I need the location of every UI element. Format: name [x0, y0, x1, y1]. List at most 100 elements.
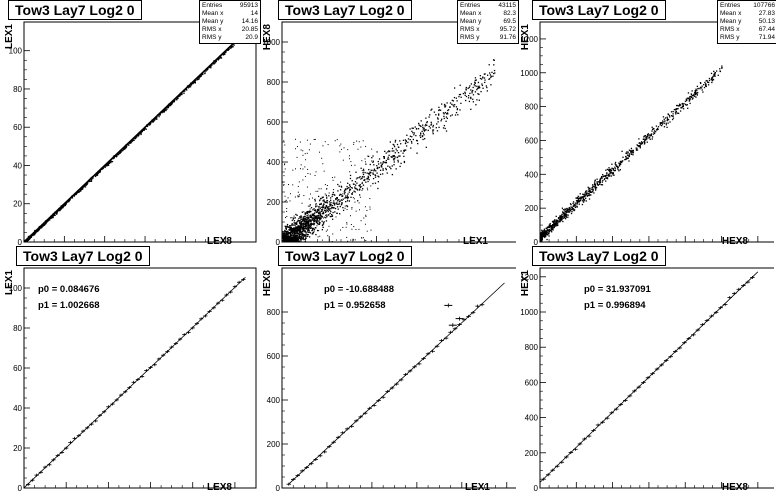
scatter-point — [309, 205, 311, 207]
scatter-point — [340, 181, 342, 183]
scatter-point — [313, 138, 315, 140]
y-tick-label: 40 — [13, 404, 22, 413]
scatter-point — [44, 223, 46, 226]
scatter-point — [700, 87, 703, 89]
scatter-point — [712, 76, 714, 78]
scatter-point — [318, 206, 320, 208]
x-tick-label: 0 — [22, 245, 27, 246]
scatter-point — [349, 188, 352, 191]
scatter-point — [690, 96, 692, 98]
scatter-point — [198, 77, 200, 80]
scatter-point — [123, 148, 125, 150]
scatter-point — [403, 149, 405, 152]
scatter-point — [607, 169, 610, 171]
scatter-point — [469, 85, 471, 87]
scatter-point — [685, 98, 687, 100]
scatter-point — [312, 227, 314, 229]
scatter-point — [548, 228, 550, 231]
scatter-point — [365, 240, 367, 242]
scatter-point — [308, 217, 310, 219]
scatter-point — [285, 227, 287, 229]
stats-row: RMS y 71.94 — [720, 34, 775, 42]
scatter-point — [308, 231, 311, 233]
scatter-point — [308, 222, 310, 224]
scatter-point — [282, 181, 284, 183]
scatter-point — [287, 226, 289, 228]
scatter-point — [705, 80, 707, 82]
scatter-point — [444, 106, 446, 108]
scatter-point — [393, 155, 395, 157]
scatter-point — [388, 158, 390, 160]
scatter-point — [150, 122, 152, 124]
scatter-point — [316, 210, 319, 212]
scatter-point — [29, 236, 31, 239]
scatter-point — [284, 233, 286, 235]
scatter-point — [310, 224, 312, 226]
scatter-point — [390, 156, 392, 158]
scatter-point — [483, 77, 486, 79]
scatter-point — [62, 206, 64, 208]
scatter-point — [598, 181, 600, 183]
scatter-point — [719, 70, 721, 72]
scatter-point — [341, 148, 343, 150]
scatter-point — [447, 109, 450, 111]
scatter-point — [323, 206, 325, 208]
scatter-point — [447, 109, 449, 112]
scatter-point — [677, 105, 680, 107]
scatter-point — [336, 201, 338, 203]
scatter-point — [359, 209, 361, 211]
scatter-point — [292, 241, 294, 242]
scatter-point — [220, 57, 223, 59]
scatter-point — [392, 158, 395, 160]
scatter-point — [309, 208, 311, 210]
scatter-point — [176, 97, 178, 99]
scatter-point — [388, 154, 390, 156]
scatter-point — [297, 229, 299, 232]
scatter-point — [315, 171, 317, 173]
scatter-point — [464, 94, 466, 96]
scatter-point — [660, 122, 663, 124]
y-tick-label: 200 — [267, 440, 281, 449]
scatter-point — [663, 122, 665, 125]
scatter-point — [304, 227, 307, 229]
scatter-point — [372, 160, 374, 162]
scatter-point — [614, 161, 617, 164]
scatter-point — [688, 97, 690, 100]
scatter-point — [587, 188, 590, 190]
scatter-point — [334, 207, 337, 210]
scatter-point — [310, 227, 312, 229]
scatter-point — [582, 197, 584, 199]
scatter-point — [296, 230, 299, 232]
scatter-point — [318, 222, 321, 224]
scatter-point — [703, 83, 705, 86]
scatter-point — [345, 226, 347, 228]
scatter-point — [104, 166, 106, 168]
y-tick-label: 60 — [13, 123, 22, 132]
scatter-point — [444, 127, 446, 130]
scatter-point — [306, 227, 308, 230]
scatter-point — [710, 79, 712, 81]
scatter-point — [287, 235, 290, 238]
stats-row: RMS y 91.76 — [460, 34, 516, 42]
scatter-point — [569, 203, 572, 205]
scatter-point — [599, 180, 601, 183]
scatter-point — [307, 226, 309, 228]
data-layer — [540, 65, 723, 242]
scatter-point — [706, 79, 708, 82]
scatter-point — [479, 75, 481, 77]
scatter-point — [297, 185, 299, 187]
y-tick-label: 600 — [267, 352, 281, 361]
scatter-point — [167, 106, 169, 109]
scatter-point — [294, 224, 297, 226]
scatter-point — [351, 207, 353, 209]
scatter-point — [303, 220, 305, 222]
scatter-point — [283, 243, 284, 244]
scatter-point — [543, 233, 546, 235]
scatter-point — [209, 66, 211, 69]
scatter-point — [307, 214, 309, 216]
scatter-point — [443, 115, 445, 118]
scatter-point — [444, 111, 447, 114]
scatter-point — [613, 174, 615, 176]
scatter-point — [552, 225, 554, 227]
scatter-point — [318, 209, 320, 211]
